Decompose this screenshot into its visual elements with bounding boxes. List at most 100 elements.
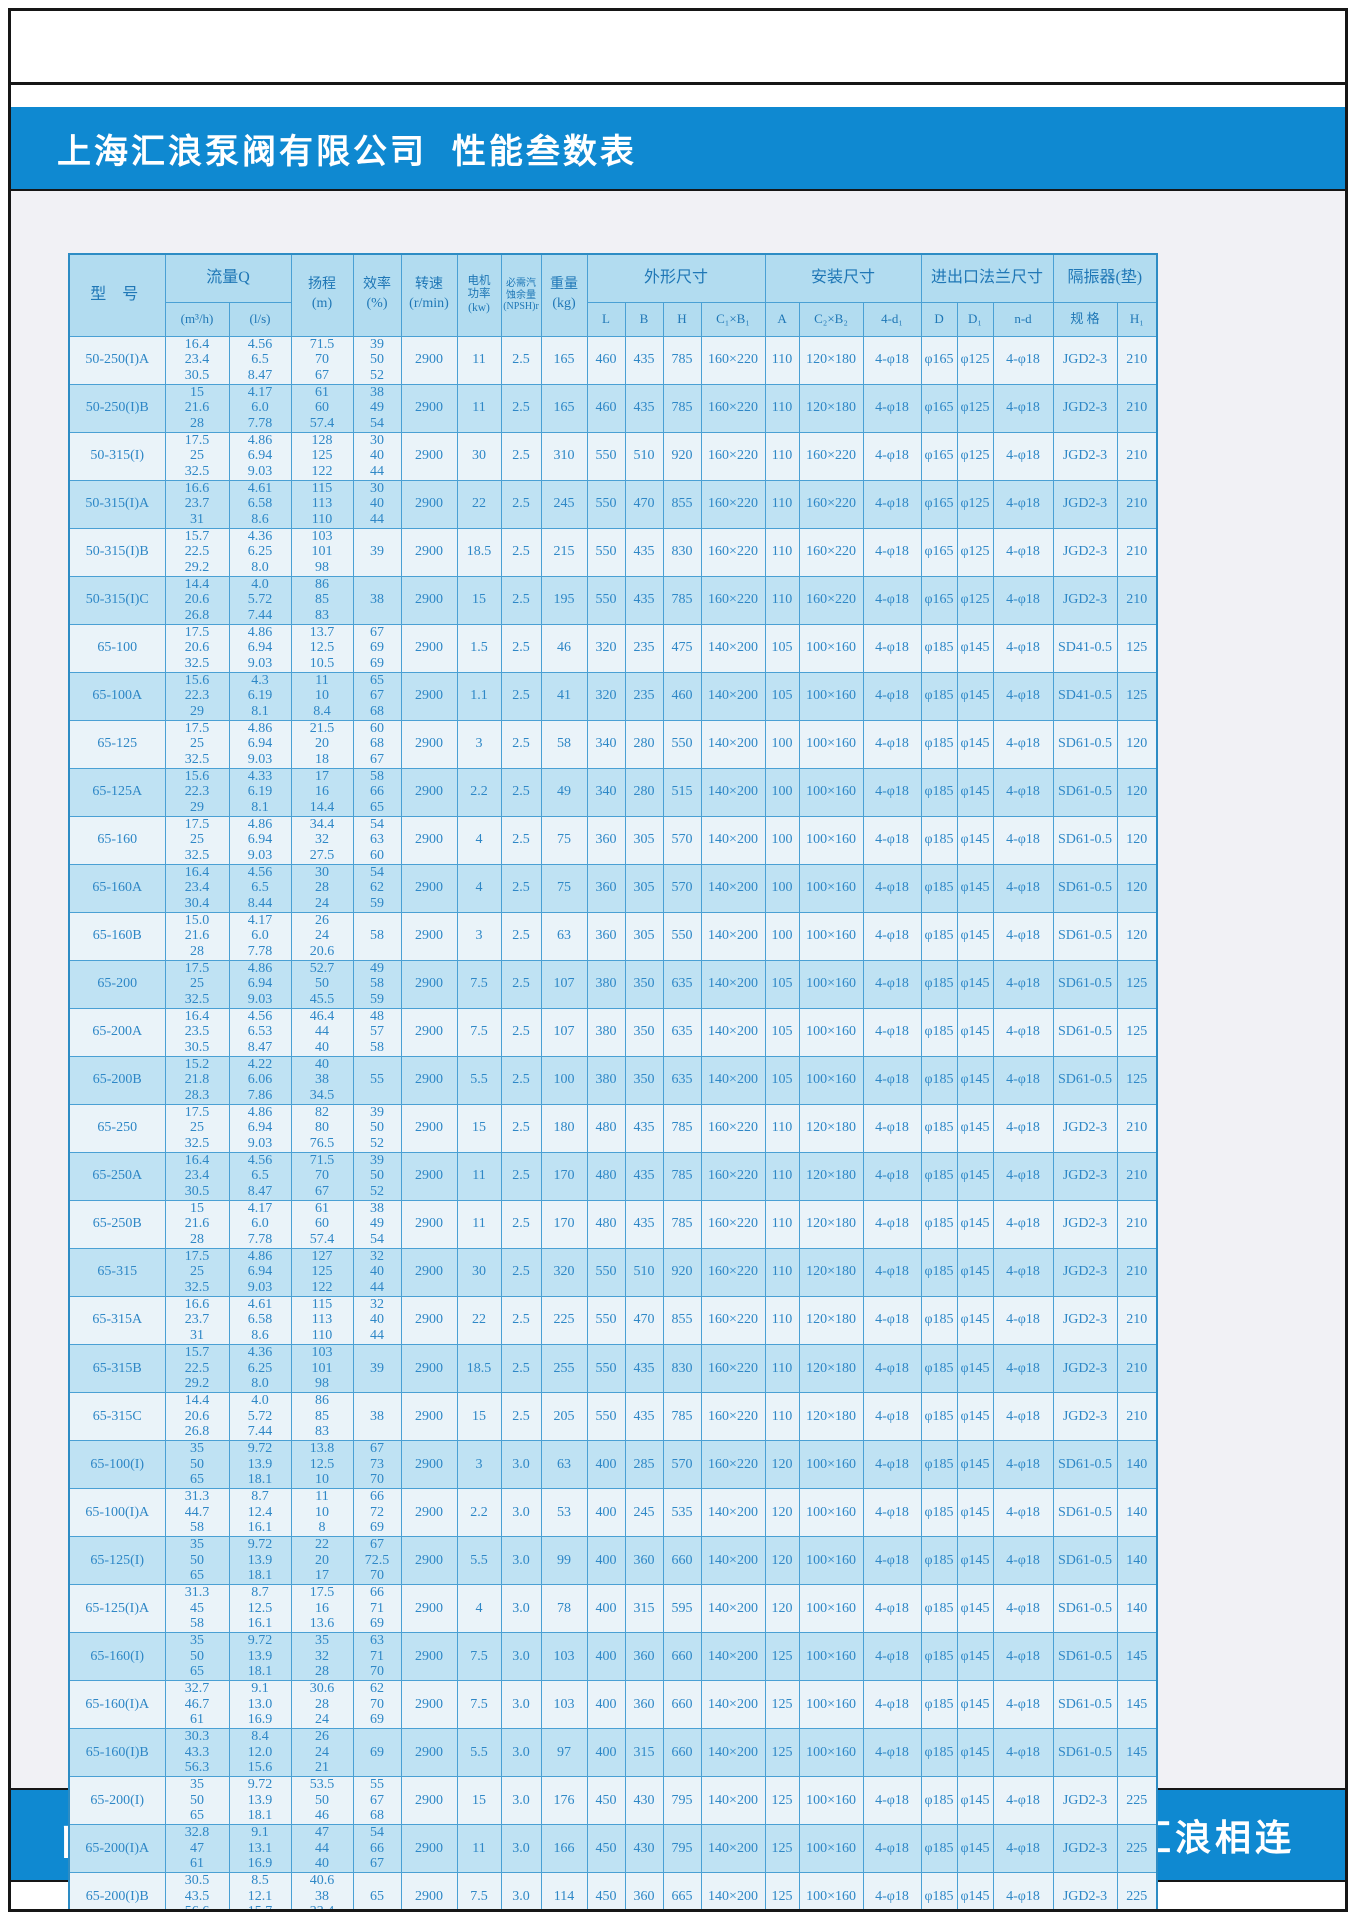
- cell-e: 49 58 59: [352, 959, 402, 1009]
- table-row: 65-315C 14.4 20.6 26.8 4.0 5.72 7.44 86 85 …: [68, 1391, 1158, 1441]
- cell-h1: 145: [1116, 1727, 1158, 1777]
- cell-nd: 4-φ18: [992, 623, 1054, 673]
- cell-a: 110: [764, 479, 800, 529]
- cell-B: 280: [624, 767, 664, 817]
- table-body: 50-250(I)A 16.4 23.4 30.5 4.56 6.5 8.47 71.…: [68, 335, 1158, 1909]
- table-row: 50-250(I)A 16.4 23.4 30.5 4.56 6.5 8.47 71.…: [68, 335, 1158, 385]
- cell-c1b1: 160×220: [700, 1151, 766, 1201]
- cell-B: 350: [624, 1055, 664, 1105]
- cell-H: 785: [662, 1151, 702, 1201]
- col-header-flange-dimensions: 进出口法兰尺寸: [920, 253, 1054, 303]
- cell-n: 2900: [400, 1007, 458, 1057]
- cell-model: 65-125A: [68, 767, 166, 817]
- cell-h: 103 101 98: [290, 1343, 354, 1393]
- cell-spec: JGD2-3: [1052, 1343, 1118, 1393]
- cell-c2b2: 120×180: [798, 1199, 864, 1249]
- cell-L: 480: [586, 1199, 626, 1249]
- cell-d: φ165: [920, 479, 958, 529]
- cell-c1b1: 140×200: [700, 1487, 766, 1537]
- cell-a: 110: [764, 1343, 800, 1393]
- cell-e: 63 71 70: [352, 1631, 402, 1681]
- cell-c2b2: 100×160: [798, 623, 864, 673]
- cell-n: 2900: [400, 527, 458, 577]
- cell-L: 400: [586, 1535, 626, 1585]
- cell-nd: 4-φ18: [992, 1295, 1054, 1345]
- cell-c2b2: 120×180: [798, 1103, 864, 1153]
- cell-d4: 4-φ18: [862, 1055, 922, 1105]
- cell-p: 7.5: [456, 1679, 502, 1729]
- table-header-row-1: 型 号 流量Q 扬程 (m) 效率 (%) 转速 (r/min) 电机 功率 (…: [68, 253, 1158, 337]
- cell-B: 235: [624, 623, 664, 673]
- cell-npsh: 2.5: [500, 1295, 542, 1345]
- cell-e: 39: [352, 1343, 402, 1393]
- cell-p: 11: [456, 335, 502, 385]
- cell-model: 65-200(I)B: [68, 1871, 166, 1909]
- cell-npsh: 3.0: [500, 1871, 542, 1909]
- cell-d4: 4-φ18: [862, 527, 922, 577]
- cell-w: 176: [540, 1775, 588, 1825]
- col-header-D: D: [920, 301, 958, 337]
- cell-d1: φ145: [956, 1055, 994, 1105]
- table-row: 65-250B 15 21.6 28 4.17 6.0 7.78 61 60 57.4…: [68, 1199, 1158, 1249]
- cell-h1: 125: [1116, 959, 1158, 1009]
- cell-e: 66 72 69: [352, 1487, 402, 1537]
- cell-B: 350: [624, 959, 664, 1009]
- cell-w: 78: [540, 1583, 588, 1633]
- cell-c1b1: 140×200: [700, 863, 766, 913]
- cell-e: 39: [352, 527, 402, 577]
- table-row: 65-160A 16.4 23.4 30.4 4.56 6.5 8.44 30 28 …: [68, 863, 1158, 913]
- cell-n: 2900: [400, 1775, 458, 1825]
- cell-e: 66 71 69: [352, 1583, 402, 1633]
- cell-w: 180: [540, 1103, 588, 1153]
- cell-d4: 4-φ18: [862, 1775, 922, 1825]
- cell-npsh: 2.5: [500, 1007, 542, 1057]
- cell-a: 100: [764, 767, 800, 817]
- cell-B: 360: [624, 1679, 664, 1729]
- cell-p: 22: [456, 479, 502, 529]
- cell-c1b1: 160×220: [700, 1247, 766, 1297]
- cell-d4: 4-φ18: [862, 1007, 922, 1057]
- cell-npsh: 2.5: [500, 1199, 542, 1249]
- cell-spec: JGD2-3: [1052, 479, 1118, 529]
- cell-B: 235: [624, 671, 664, 721]
- cell-L: 550: [586, 479, 626, 529]
- cell-d1: φ125: [956, 575, 994, 625]
- cell-c1b1: 140×200: [700, 1871, 766, 1909]
- cell-c1b1: 140×200: [700, 767, 766, 817]
- cell-d: φ185: [920, 1199, 958, 1249]
- cell-npsh: 3.0: [500, 1727, 542, 1777]
- cell-n: 2900: [400, 1055, 458, 1105]
- cell-L: 360: [586, 863, 626, 913]
- cell-c2b2: 100×160: [798, 959, 864, 1009]
- cell-h: 71.5 70 67: [290, 1151, 354, 1201]
- cell-B: 350: [624, 1007, 664, 1057]
- cell-model: 65-160B: [68, 911, 166, 961]
- cell-n: 2900: [400, 1199, 458, 1249]
- cell-B: 285: [624, 1439, 664, 1489]
- cell-nd: 4-φ18: [992, 1583, 1054, 1633]
- cell-c2b2: 100×160: [798, 671, 864, 721]
- cell-nd: 4-φ18: [992, 1631, 1054, 1681]
- cell-model: 65-200B: [68, 1055, 166, 1105]
- cell-a: 110: [764, 1391, 800, 1441]
- cell-p: 3: [456, 719, 502, 769]
- cell-c2b2: 100×160: [798, 1775, 864, 1825]
- cell-B: 280: [624, 719, 664, 769]
- cell-a: 105: [764, 623, 800, 673]
- cell-model: 65-100A: [68, 671, 166, 721]
- cell-npsh: 3.0: [500, 1487, 542, 1537]
- cell-spec: SD61-0.5: [1052, 815, 1118, 865]
- cell-w: 49: [540, 767, 588, 817]
- cell-n: 2900: [400, 1727, 458, 1777]
- col-header-npsh: 必需汽 蚀余量 (NPSH)r: [500, 253, 542, 337]
- cell-nd: 4-φ18: [992, 959, 1054, 1009]
- cell-a: 105: [764, 1055, 800, 1105]
- cell-n: 2900: [400, 1583, 458, 1633]
- cell-B: 470: [624, 1295, 664, 1345]
- cell-q2: 4.36 6.25 8.0: [228, 1343, 292, 1393]
- cell-L: 460: [586, 335, 626, 385]
- cell-c2b2: 100×160: [798, 1007, 864, 1057]
- cell-h1: 210: [1116, 1343, 1158, 1393]
- cell-B: 315: [624, 1727, 664, 1777]
- cell-w: 255: [540, 1343, 588, 1393]
